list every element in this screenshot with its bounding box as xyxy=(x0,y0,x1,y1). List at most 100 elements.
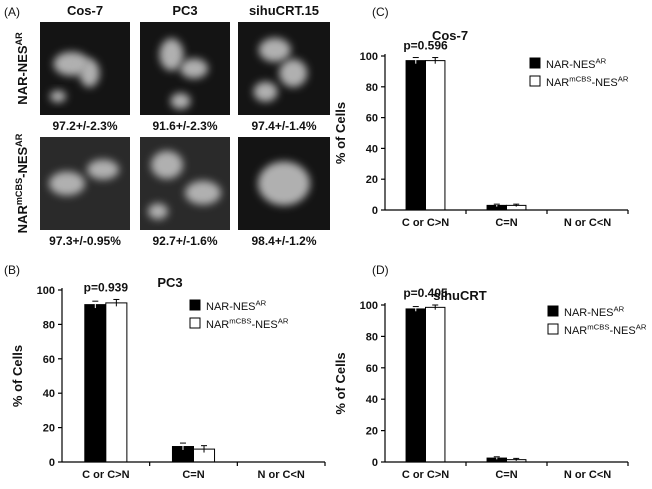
text-part: -NES xyxy=(591,77,617,89)
chart-title: sihuCRT xyxy=(433,288,487,303)
bar xyxy=(405,60,426,211)
superscript: AR xyxy=(596,57,607,66)
cell xyxy=(79,59,100,88)
text-part: NAR-NES xyxy=(206,301,256,313)
cell xyxy=(253,81,278,102)
bar xyxy=(84,304,107,463)
y-tick-label: 80 xyxy=(366,331,378,343)
y-tick-label: 60 xyxy=(366,113,378,125)
cell xyxy=(50,90,66,103)
annotation: p=0.939 xyxy=(84,280,129,294)
cell xyxy=(258,161,310,206)
superscript: AR xyxy=(14,32,24,46)
cell xyxy=(151,150,183,179)
legend-label: NARmCBS-NESAR xyxy=(206,317,289,331)
y-tick-label: 60 xyxy=(43,354,55,366)
x-tick-label: N or C<N xyxy=(257,469,304,481)
bar xyxy=(425,60,446,211)
x-tick-label: C or C>N xyxy=(402,217,449,229)
column-header: PC3 xyxy=(172,3,197,18)
text-part: NAR xyxy=(206,319,229,331)
text-part: NAR-NES xyxy=(546,59,596,71)
y-tick-label: 20 xyxy=(366,174,378,186)
caption: 91.6+/-2.3% xyxy=(152,119,217,133)
y-tick-label: 40 xyxy=(43,388,55,400)
y-axis-label: % of Cells xyxy=(10,345,25,407)
y-axis-label: % of Cells xyxy=(333,102,348,164)
row-label: NAR-NESAR xyxy=(14,32,30,105)
caption: 97.2+/-2.3% xyxy=(52,119,117,133)
superscript: mCBS xyxy=(569,75,591,84)
y-tick-label: 20 xyxy=(43,423,55,435)
superscript: AR xyxy=(14,133,24,147)
legend-swatch xyxy=(547,323,559,335)
y-tick-label: 100 xyxy=(37,285,55,297)
legend-swatch xyxy=(189,317,201,329)
cell xyxy=(49,171,85,196)
x-tick-label: N or C<N xyxy=(564,217,611,229)
y-tick-label: 0 xyxy=(49,457,55,469)
y-tick-label: 0 xyxy=(372,205,378,217)
cell xyxy=(279,59,308,88)
cell xyxy=(185,180,221,205)
cell xyxy=(258,37,291,62)
chart-title: PC3 xyxy=(157,275,182,290)
legend-label: NAR-NESAR xyxy=(206,299,267,313)
cell xyxy=(170,93,191,110)
text-part: NAR xyxy=(15,205,30,234)
x-tick-label: C=N xyxy=(495,469,517,481)
superscript: AR xyxy=(636,323,647,332)
annotation: p=0.596 xyxy=(403,39,448,53)
column-header: sihuCRT.15 xyxy=(249,3,319,18)
chart-title: Cos-7 xyxy=(432,28,468,43)
legend-label: NAR-NESAR xyxy=(564,305,625,319)
text-part: -NES xyxy=(609,325,635,337)
legend-swatch xyxy=(529,57,541,69)
y-tick-label: 0 xyxy=(372,457,378,469)
superscript: AR xyxy=(618,75,629,84)
y-tick-label: 40 xyxy=(366,143,378,155)
cell xyxy=(159,38,184,71)
legend-label: NARmCBS-NESAR xyxy=(564,323,647,337)
x-tick-label: C or C>N xyxy=(82,469,129,481)
annotation: p=0.405 xyxy=(403,286,448,300)
x-tick-label: C or C>N xyxy=(402,469,449,481)
text-part: -NES xyxy=(251,319,277,331)
text-part: NAR-NES xyxy=(564,307,614,319)
text-part: NAR-NES xyxy=(15,45,30,105)
superscript: mCBS xyxy=(229,317,251,326)
superscript: AR xyxy=(278,317,289,326)
superscript: mCBS xyxy=(587,323,609,332)
caption: 92.7+/-1.6% xyxy=(152,234,217,248)
y-tick-label: 80 xyxy=(43,319,55,331)
legend-label: NARmCBS-NESAR xyxy=(546,75,629,89)
legend-swatch xyxy=(529,75,541,87)
x-tick-label: C=N xyxy=(182,469,204,481)
caption: 98.4+/-1.2% xyxy=(251,234,316,248)
text-part: NAR xyxy=(546,77,569,89)
superscript: mCBS xyxy=(14,178,24,205)
x-tick-label: C=N xyxy=(495,217,517,229)
superscript: AR xyxy=(256,299,267,308)
legend-swatch xyxy=(189,299,201,311)
panel-label: (A) xyxy=(4,5,20,19)
cell xyxy=(148,203,168,220)
y-axis-label: % of Cells xyxy=(333,352,348,414)
column-header: Cos-7 xyxy=(67,3,103,18)
panel-label: (D) xyxy=(372,263,389,277)
x-tick-label: N or C<N xyxy=(564,469,611,481)
y-tick-label: 20 xyxy=(366,426,378,438)
y-tick-label: 100 xyxy=(360,51,378,63)
bar xyxy=(105,302,128,463)
panel-label: (B) xyxy=(4,263,20,277)
y-tick-label: 80 xyxy=(366,82,378,94)
legend-swatch xyxy=(547,305,559,317)
cell xyxy=(87,159,119,180)
text-part: -NES xyxy=(15,146,30,177)
y-tick-label: 100 xyxy=(360,300,378,312)
caption: 97.4+/-1.4% xyxy=(251,119,316,133)
cell xyxy=(180,58,208,79)
bar xyxy=(425,306,446,463)
row-label: NARmCBS-NESAR xyxy=(14,133,30,233)
